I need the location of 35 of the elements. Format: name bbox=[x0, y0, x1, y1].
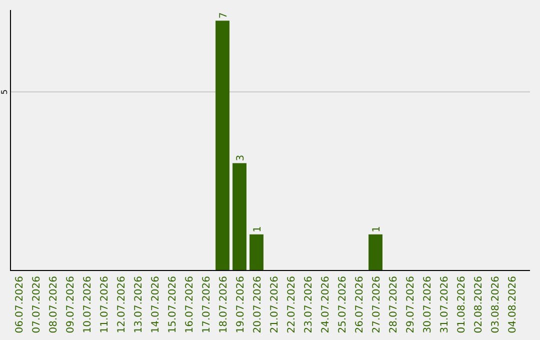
data-label: 1 bbox=[252, 226, 264, 232]
y-tick-label: 5 bbox=[0, 89, 9, 94]
x-tick-label: 02.08.2026 bbox=[474, 276, 484, 334]
x-tick-label: 15.07.2026 bbox=[168, 276, 178, 334]
x-tick-label: 19.07.2026 bbox=[236, 276, 246, 334]
x-tick-label: 30.07.2026 bbox=[422, 276, 434, 334]
x-tick-label: 01.08.2026 bbox=[456, 276, 468, 334]
x-tick-label: 16.07.2026 bbox=[184, 276, 196, 334]
x-tick-label: 22.07.2026 bbox=[286, 276, 298, 334]
x-tick-label: 11.07.2026 bbox=[100, 276, 110, 334]
x-tick-label: 25.07.2026 bbox=[338, 276, 348, 334]
data-label: 3 bbox=[236, 154, 246, 162]
x-tick-label: 08.07.2026 bbox=[48, 276, 60, 334]
data-label: 7 bbox=[218, 12, 230, 19]
x-tick-label: 27.07.2026 bbox=[372, 276, 382, 334]
x-tick-label: 09.07.2026 bbox=[66, 276, 76, 334]
x-tick-label: 17.07.2026 bbox=[202, 276, 212, 334]
x-tick-label: 26.07.2026 bbox=[354, 276, 366, 334]
data-label: 1 bbox=[372, 226, 382, 232]
x-tick-label: 12.07.2026 bbox=[116, 276, 128, 334]
x-tick-label: 07.07.2026 bbox=[32, 276, 42, 334]
x-tick-label: 04.08.2026 bbox=[508, 276, 518, 334]
x-tick-label: 29.07.2026 bbox=[406, 276, 416, 334]
x-tick-label: 28.07.2026 bbox=[388, 276, 400, 334]
x-tick-label: 23.07.2026 bbox=[304, 276, 314, 334]
x-tick-label: 31.07.2026 bbox=[440, 276, 450, 334]
x-tick-label: 18.07.2026 bbox=[218, 276, 230, 334]
x-tick-label: 06.07.2026 bbox=[14, 276, 26, 334]
x-tick-label: 10.07.2026 bbox=[82, 276, 94, 334]
x-tick-label: 13.07.2026 bbox=[134, 276, 144, 334]
x-tick-label: 21.07.2026 bbox=[270, 276, 280, 334]
x-tick-label: 14.07.2026 bbox=[150, 276, 162, 334]
x-tick-label: 03.08.2026 bbox=[490, 276, 502, 334]
x-tick-label: 24.07.2026 bbox=[320, 276, 332, 334]
x-tick-label: 20.07.2026 bbox=[252, 276, 264, 334]
